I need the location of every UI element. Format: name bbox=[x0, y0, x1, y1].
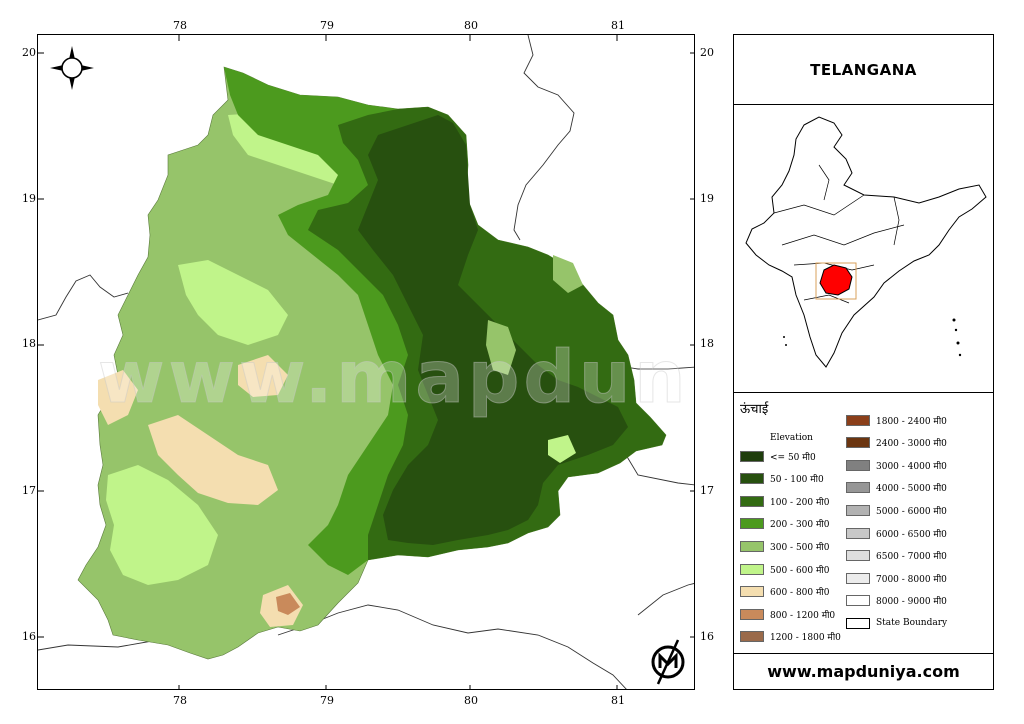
legend-label: 6000 - 6500 मी0 bbox=[876, 529, 947, 540]
legend-title: ऊंचाई bbox=[740, 402, 769, 417]
legend-swatch bbox=[846, 595, 870, 607]
axis-right-18: 18 bbox=[700, 337, 714, 350]
legend-item: 4000 - 5000 मी0 bbox=[846, 481, 947, 495]
legend-item: 8000 - 9000 मी0 bbox=[846, 594, 947, 608]
telangana-elevation bbox=[77, 66, 667, 660]
elevation-map bbox=[38, 35, 694, 689]
axis-left-20: 20 bbox=[22, 46, 36, 59]
axis-right-20: 20 bbox=[700, 46, 714, 59]
legend-label: 500 - 600 मी0 bbox=[770, 565, 830, 576]
legend-swatch bbox=[846, 504, 870, 516]
legend-swatch bbox=[846, 482, 870, 494]
axis-top-78: 78 bbox=[173, 19, 187, 32]
india-locator-map bbox=[745, 116, 987, 368]
legend-swatch bbox=[846, 572, 870, 584]
legend-item: 6000 - 6500 मी0 bbox=[846, 526, 947, 540]
website-panel: www.mapduniya.com bbox=[733, 653, 994, 690]
axis-left-16: 16 bbox=[22, 630, 36, 643]
inset-highlight-box bbox=[815, 262, 857, 300]
legend-swatch bbox=[846, 437, 870, 449]
axis-right-19: 19 bbox=[700, 192, 714, 205]
legend-label: 200 - 300 मी0 bbox=[770, 520, 830, 531]
legend-label: 1800 - 2400 मी0 bbox=[876, 416, 947, 427]
legend-panel: ऊंचाई Elevation <= 50 मी0 50 - 100 मी0 100… bbox=[733, 392, 994, 654]
title-panel: TELANGANA bbox=[733, 34, 994, 105]
axis-bottom-78: 78 bbox=[173, 694, 187, 707]
legend-item: <= 50 मी0 bbox=[740, 449, 816, 463]
axis-bottom-80: 80 bbox=[464, 694, 478, 707]
legend-label: 8000 - 9000 मी0 bbox=[876, 597, 947, 608]
website-url[interactable]: www.mapduniya.com bbox=[767, 662, 960, 681]
legend-swatch bbox=[740, 608, 764, 620]
legend-swatch bbox=[846, 459, 870, 471]
legend-item: 1200 - 1800 मी0 bbox=[740, 630, 841, 644]
axis-top-80: 80 bbox=[464, 19, 478, 32]
legend-swatch bbox=[846, 414, 870, 426]
islands bbox=[783, 318, 962, 357]
legend-label: 7000 - 8000 मी0 bbox=[876, 574, 947, 585]
legend-label: 5000 - 6000 मी0 bbox=[876, 506, 947, 517]
legend-swatch bbox=[740, 518, 764, 530]
axis-right-17: 17 bbox=[700, 484, 714, 497]
india-locator-panel bbox=[733, 104, 994, 393]
legend-swatch bbox=[740, 631, 764, 643]
legend-label: <= 50 मी0 bbox=[770, 452, 816, 463]
legend-item: 50 - 100 मी0 bbox=[740, 472, 824, 486]
main-map: www.mapduniya.com bbox=[37, 34, 695, 690]
legend-item: 3000 - 4000 मी0 bbox=[846, 458, 947, 472]
legend-label: 4000 - 5000 मी0 bbox=[876, 484, 947, 495]
map-title: TELANGANA bbox=[810, 60, 917, 79]
legend-swatch bbox=[740, 563, 764, 575]
legend-item: 7000 - 8000 मी0 bbox=[846, 571, 947, 585]
legend-swatch bbox=[846, 617, 870, 629]
legend-item: 2400 - 3000 मी0 bbox=[846, 436, 947, 450]
legend-item: 500 - 600 मी0 bbox=[740, 562, 829, 576]
legend-item: 6500 - 7000 मी0 bbox=[846, 549, 947, 563]
legend-subtitle: Elevation bbox=[770, 433, 813, 443]
legend-label: State Boundary bbox=[876, 618, 948, 629]
axis-left-18: 18 bbox=[22, 337, 36, 350]
legend-item: State Boundary bbox=[846, 616, 947, 630]
legend-label: 100 - 200 मी0 bbox=[770, 497, 830, 508]
axis-left-19: 19 bbox=[22, 192, 36, 205]
axis-left-17: 17 bbox=[22, 484, 36, 497]
compass-rose-icon bbox=[50, 46, 94, 90]
telangana-highlight bbox=[819, 264, 853, 296]
legend-item: 800 - 1200 मी0 bbox=[740, 607, 835, 621]
legend-item: 600 - 800 मी0 bbox=[740, 585, 829, 599]
graticule-ticks bbox=[38, 35, 694, 689]
legend-item: 5000 - 6000 मी0 bbox=[846, 503, 947, 517]
legend-label: 1200 - 1800 मी0 bbox=[770, 633, 841, 644]
india-state-lines bbox=[773, 164, 905, 304]
legend-item: 300 - 500 मी0 bbox=[740, 539, 829, 553]
legend-swatch bbox=[846, 550, 870, 562]
axis-right-16: 16 bbox=[700, 630, 714, 643]
legend-swatch bbox=[846, 527, 870, 539]
axis-bottom-79: 79 bbox=[320, 694, 334, 707]
legend-item: 1800 - 2400 मी0 bbox=[846, 413, 947, 427]
legend-swatch bbox=[740, 495, 764, 507]
axis-bottom-81: 81 bbox=[611, 694, 625, 707]
legend-label: 50 - 100 मी0 bbox=[770, 475, 824, 486]
legend-swatch bbox=[740, 540, 764, 552]
india-outline bbox=[745, 116, 987, 368]
legend-item: 200 - 300 मी0 bbox=[740, 517, 829, 531]
legend-swatch bbox=[740, 586, 764, 598]
axis-top-79: 79 bbox=[320, 19, 334, 32]
legend-label: 800 - 1200 मी0 bbox=[770, 610, 836, 621]
legend-label: 600 - 800 मी0 bbox=[770, 588, 830, 599]
legend-label: 3000 - 4000 मी0 bbox=[876, 461, 947, 472]
mapduniya-logo-icon bbox=[651, 639, 685, 685]
legend-item: 100 - 200 मी0 bbox=[740, 494, 829, 508]
legend-label: 300 - 500 मी0 bbox=[770, 542, 830, 553]
legend-label: 2400 - 3000 मी0 bbox=[876, 439, 947, 450]
legend-swatch bbox=[740, 450, 764, 462]
legend-label: 6500 - 7000 मी0 bbox=[876, 552, 947, 563]
axis-top-81: 81 bbox=[611, 19, 625, 32]
legend-swatch bbox=[740, 473, 764, 485]
